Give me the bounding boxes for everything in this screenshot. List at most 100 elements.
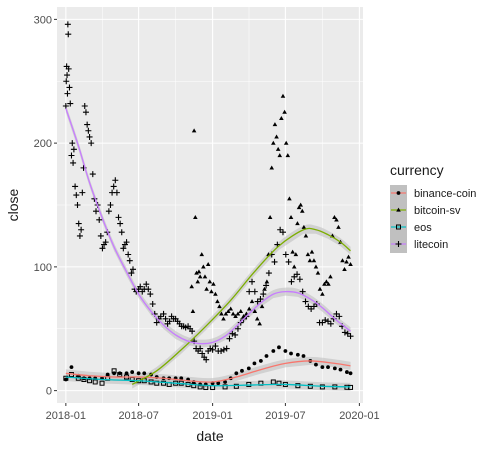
litecoin-point bbox=[65, 31, 72, 38]
litecoin-point bbox=[137, 283, 144, 290]
litecoin-point bbox=[288, 278, 295, 285]
binance-coin-point bbox=[179, 376, 184, 381]
marker-shape bbox=[84, 121, 91, 128]
marker-shape bbox=[277, 153, 283, 158]
marker-shape bbox=[249, 299, 255, 304]
bitcoin-sv-point bbox=[194, 270, 199, 275]
bitcoin-sv-point bbox=[279, 115, 284, 120]
bitcoin-sv-point bbox=[259, 304, 265, 309]
bitcoin-sv-point bbox=[285, 153, 291, 158]
bitcoin-sv-point bbox=[336, 224, 341, 229]
legend-key-marker bbox=[396, 224, 401, 230]
bitcoin-sv-point bbox=[317, 286, 323, 291]
marker-shape bbox=[105, 372, 110, 377]
marker-shape bbox=[320, 365, 325, 370]
bitcoin-sv-trend-line bbox=[131, 227, 351, 386]
litecoin-point bbox=[249, 278, 256, 285]
litecoin-point bbox=[271, 258, 278, 265]
marker-shape bbox=[76, 232, 83, 239]
marker-shape bbox=[233, 383, 239, 389]
litecoin-point bbox=[93, 208, 100, 215]
marker-shape bbox=[338, 367, 343, 372]
litecoin-point bbox=[234, 325, 241, 332]
trend-lines bbox=[65, 108, 351, 388]
bitcoin-sv-point bbox=[202, 274, 208, 279]
eos-point bbox=[161, 380, 167, 386]
bitcoin-sv-point bbox=[344, 259, 349, 264]
litecoin-point bbox=[84, 121, 91, 128]
eos-point bbox=[63, 375, 69, 381]
bitcoin-sv-point bbox=[275, 146, 281, 151]
marker-shape bbox=[289, 351, 293, 356]
binance-coin-point bbox=[130, 370, 135, 374]
marker-shape bbox=[145, 286, 152, 293]
bitcoin-sv-point bbox=[328, 274, 333, 279]
marker-shape bbox=[160, 310, 167, 317]
marker-shape bbox=[112, 177, 119, 184]
litecoin-point bbox=[96, 216, 103, 223]
bitcoin-sv-point bbox=[205, 262, 211, 266]
bitcoin-sv-point bbox=[334, 217, 339, 222]
bitcoin-sv-point bbox=[196, 269, 202, 274]
marker-shape bbox=[73, 192, 80, 199]
bitcoin-sv-point bbox=[252, 309, 258, 314]
binance-coin-point bbox=[283, 349, 288, 353]
marker-shape bbox=[117, 371, 122, 376]
bitcoin-sv-point bbox=[277, 153, 283, 158]
litecoin-point bbox=[212, 343, 219, 350]
litecoin-point bbox=[64, 90, 71, 97]
binance-coin-point bbox=[252, 361, 257, 366]
eos-point bbox=[92, 379, 98, 385]
binance-coin-point bbox=[69, 365, 74, 370]
bitcoin-sv-point bbox=[249, 299, 255, 304]
legend-item-litecoin: litecoin bbox=[390, 236, 448, 253]
bitcoin-sv-point bbox=[246, 306, 252, 311]
marker-shape bbox=[299, 288, 306, 295]
litecoin-point bbox=[189, 328, 196, 335]
marker-shape bbox=[130, 370, 135, 374]
bitcoin-sv-point bbox=[254, 316, 260, 321]
litecoin-point bbox=[62, 103, 69, 109]
marker-shape bbox=[230, 311, 236, 316]
marker-shape bbox=[249, 278, 256, 285]
marker-shape bbox=[302, 298, 309, 305]
binance-coin-point bbox=[258, 359, 263, 363]
marker-shape bbox=[162, 315, 169, 322]
marker-shape bbox=[217, 304, 222, 309]
marker-shape bbox=[305, 252, 311, 257]
marker-shape bbox=[62, 103, 69, 109]
marker-shape bbox=[218, 348, 225, 355]
litecoin-point bbox=[263, 282, 270, 289]
y-tick-label: 200 bbox=[34, 138, 52, 150]
marker-shape bbox=[212, 343, 219, 350]
litecoin-point bbox=[113, 189, 120, 196]
marker-shape bbox=[118, 229, 125, 236]
marker-shape bbox=[179, 376, 184, 381]
litecoin-point bbox=[341, 329, 348, 336]
marker-shape bbox=[238, 309, 244, 314]
bitcoin-sv-point bbox=[332, 214, 337, 219]
marker-shape bbox=[205, 262, 211, 266]
bitcoin-sv-point bbox=[340, 258, 345, 263]
marker-shape bbox=[285, 258, 292, 265]
litecoin-point bbox=[112, 177, 119, 184]
marker-shape bbox=[246, 288, 253, 295]
binance-coin-point bbox=[124, 371, 129, 376]
marker-shape bbox=[317, 286, 323, 291]
marker-shape bbox=[298, 202, 303, 207]
marker-shape bbox=[271, 258, 278, 265]
litecoin-point bbox=[226, 335, 233, 342]
marker-shape bbox=[191, 383, 197, 389]
marker-shape bbox=[309, 249, 315, 254]
bitcoin-sv-point bbox=[326, 281, 331, 286]
marker-shape bbox=[113, 189, 120, 196]
marker-shape bbox=[136, 371, 141, 376]
marker-shape bbox=[271, 349, 276, 353]
litecoin-point bbox=[160, 310, 167, 317]
marker-shape bbox=[204, 286, 209, 291]
marker-shape bbox=[272, 122, 278, 127]
bitcoin-sv-point bbox=[211, 281, 216, 286]
marker-shape bbox=[257, 321, 262, 326]
litecoin-point bbox=[102, 239, 109, 246]
